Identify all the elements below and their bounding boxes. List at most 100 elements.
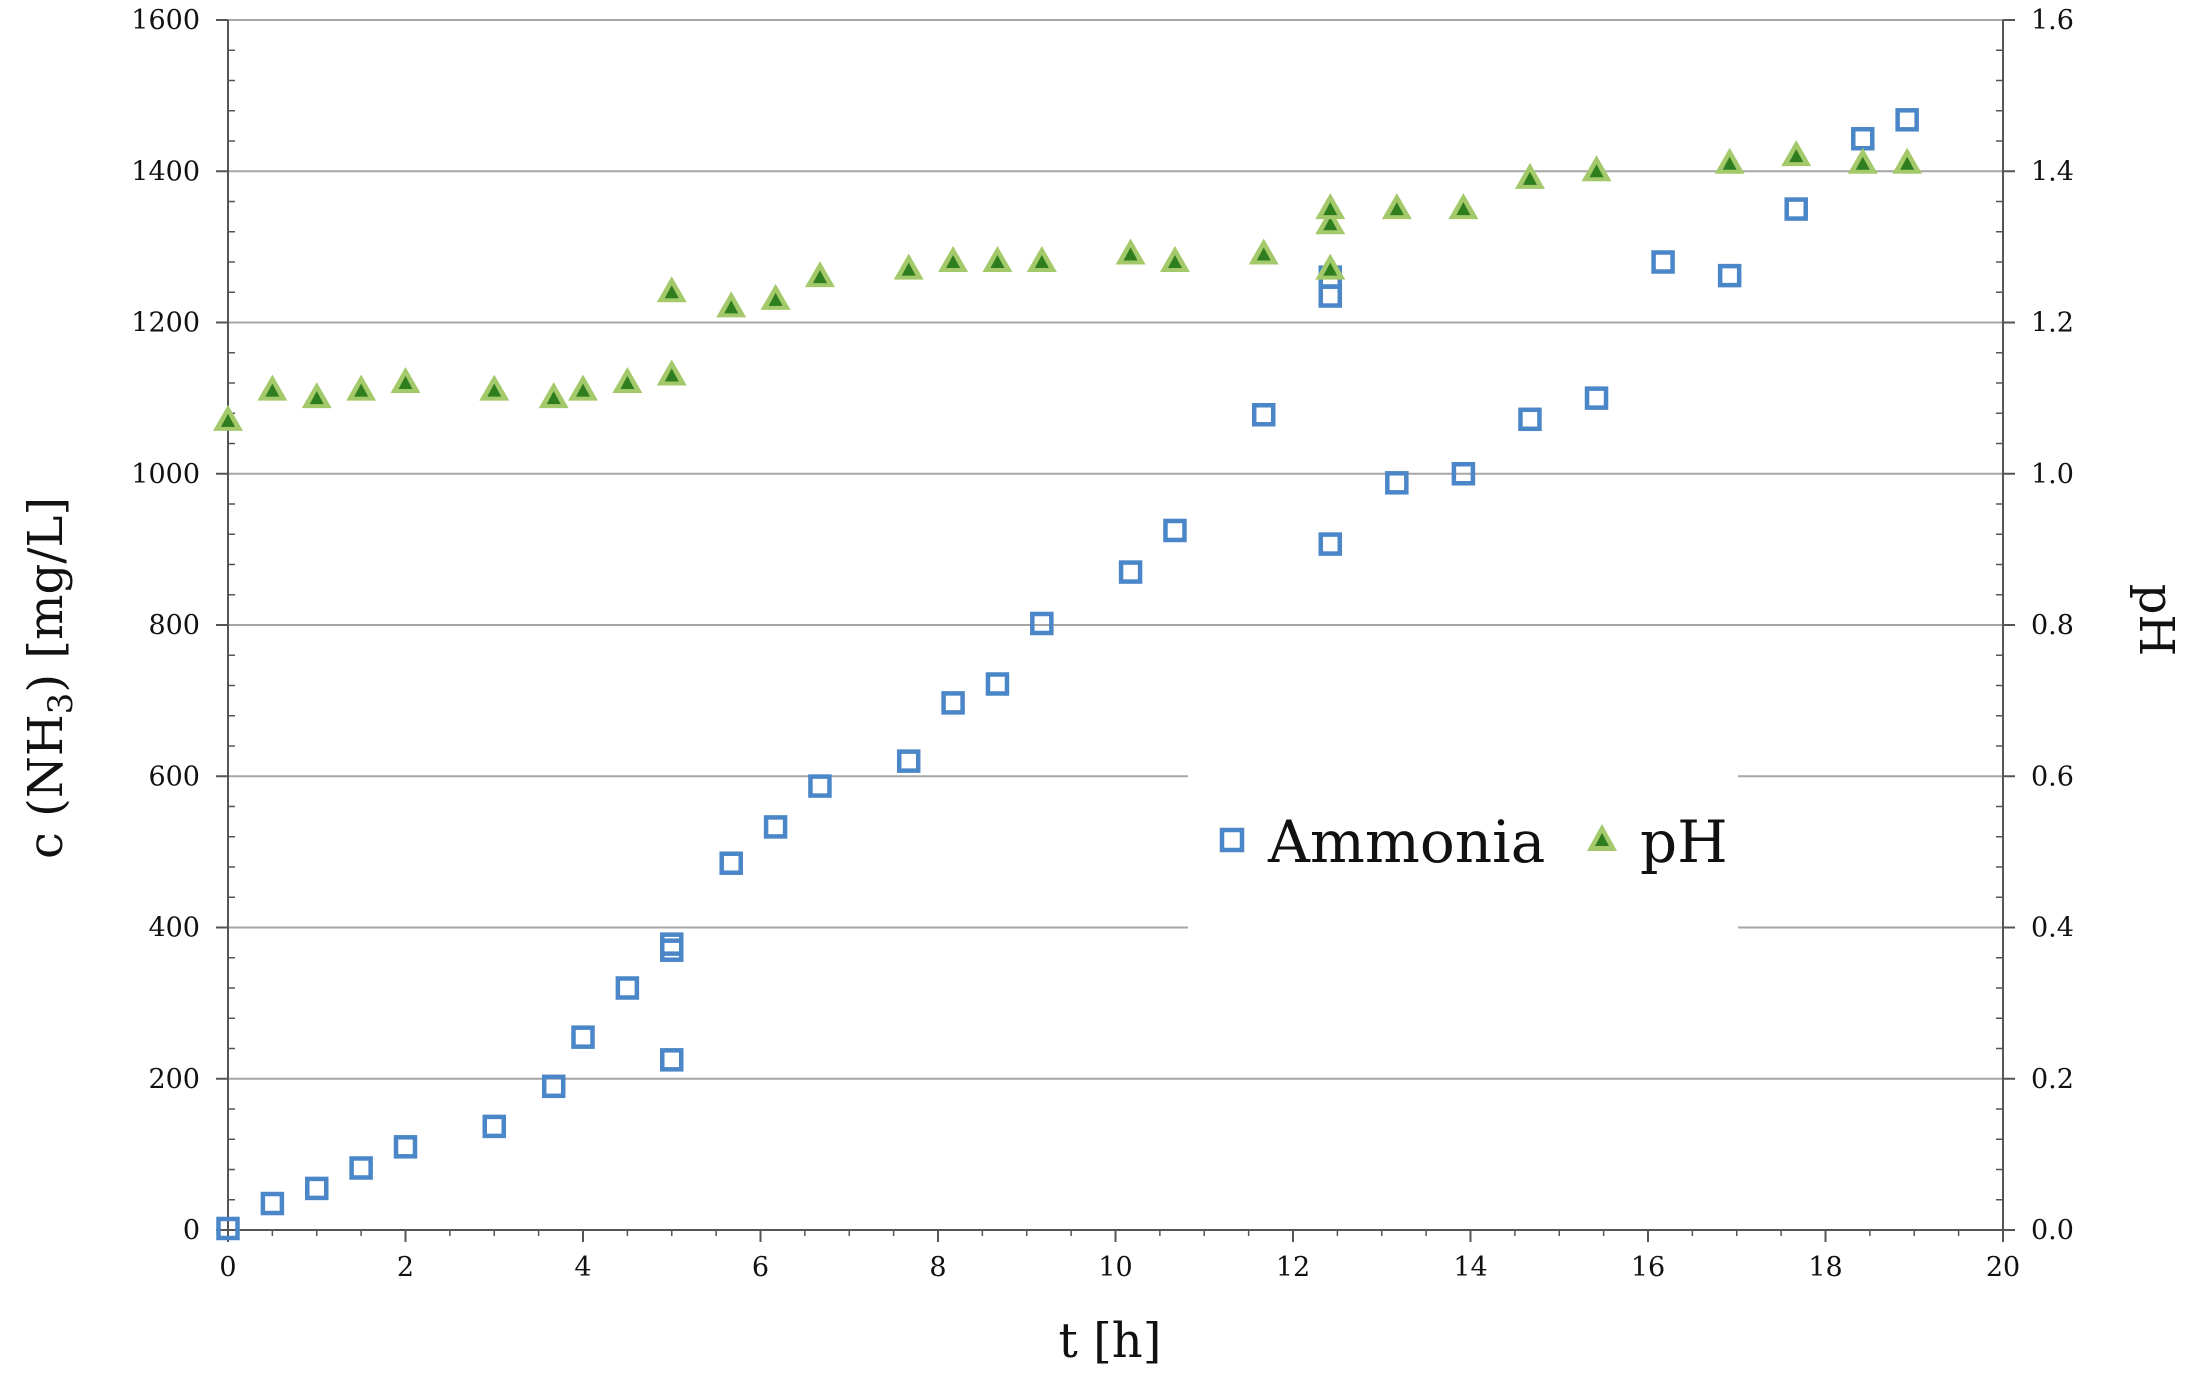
ph-point-inner: [724, 300, 739, 314]
legend-ph-marker-inner: [1595, 833, 1609, 846]
ph-point-inner: [901, 262, 916, 276]
x-tick-label: 8: [929, 1252, 946, 1283]
tick-marks: [216, 19, 2015, 1242]
left-tick-label: 1200: [131, 308, 200, 339]
ammonia-point: [660, 932, 684, 956]
x-tick-label: 12: [1276, 1252, 1310, 1283]
ph-point-inner: [1456, 202, 1471, 216]
right-tick-label: 0.0: [2031, 1215, 2074, 1246]
ph-point-inner: [1722, 156, 1737, 170]
left-tick-label: 0: [183, 1215, 200, 1246]
ammonia-point: [660, 1048, 684, 1072]
ammonia-point: [719, 851, 743, 875]
x-tick-label: 20: [1986, 1252, 2020, 1283]
ammonia-point: [1651, 250, 1675, 274]
ph-point-inner: [990, 255, 1005, 268]
ph-point-inner: [1589, 164, 1604, 178]
ammonia-point: [1118, 560, 1143, 584]
ammonia-point: [985, 672, 1010, 696]
left-tick-label: 400: [148, 913, 200, 944]
ph-point-inner: [546, 391, 561, 405]
right-tick-label: 0.8: [2031, 610, 2074, 641]
legend: Ammonia pH: [1188, 740, 1738, 945]
ammonia-point: [941, 691, 965, 715]
ammonia-point: [896, 749, 921, 773]
x-tick-label: 2: [397, 1252, 414, 1283]
ph-series: [213, 140, 1923, 431]
ammonia-point: [1451, 462, 1476, 486]
x-axis-title: t [h]: [1059, 1313, 1162, 1369]
left-tick-label: 200: [148, 1064, 200, 1095]
right-tick-label: 1.4: [2031, 156, 2074, 187]
tick-labels: 0 2 4 6 8 10 12 14 16 18 2002004006008001000120014…: [131, 5, 2074, 1283]
ph-point-inner: [487, 383, 502, 397]
ph-point-inner: [812, 270, 827, 284]
ph-point-inner: [1323, 202, 1338, 216]
ph-point-inner: [1522, 171, 1537, 185]
left-axis-title-suffix: ) [mg/L]: [18, 497, 74, 693]
ammonia-point: [1030, 611, 1054, 636]
ph-point-inner: [664, 285, 679, 299]
ammonia-point: [541, 1074, 566, 1099]
ammonia-point: [1385, 471, 1409, 495]
legend-background: [1188, 740, 1738, 945]
right-tick-label: 0.2: [2031, 1064, 2074, 1095]
left-tick-label: 1000: [131, 459, 200, 490]
ph-point-inner: [1323, 262, 1338, 276]
left-tick-label: 800: [148, 610, 200, 641]
left-tick-label: 600: [148, 761, 200, 792]
x-tick-label: 14: [1453, 1252, 1487, 1283]
ammonia-point: [571, 1025, 595, 1049]
ammonia-point: [305, 1176, 329, 1201]
ammonia-point: [1717, 263, 1742, 288]
ph-point-inner: [354, 383, 369, 397]
x-tick-label: 0: [219, 1252, 236, 1283]
ph-point-inner: [309, 391, 324, 405]
right-tick-label: 1.6: [2031, 5, 2074, 36]
ph-point-inner: [768, 292, 783, 306]
legend-ph-label: pH: [1640, 808, 1728, 876]
ammonia-point: [660, 938, 684, 962]
ph-point-inner: [1389, 202, 1404, 216]
ammonia-point: [1851, 126, 1875, 151]
ph-point-inner: [1167, 255, 1182, 268]
legend-ammonia-label: Ammonia: [1267, 808, 1545, 876]
left-axis-title-subscript: 3: [41, 693, 81, 715]
ph-point-inner: [1123, 247, 1138, 261]
ammonia-series: [216, 108, 1919, 1241]
ph-point-inner: [664, 368, 679, 382]
ph-point-inner: [398, 376, 413, 389]
right-axis-title: pH: [2128, 584, 2184, 657]
ph-point-inner: [1034, 255, 1049, 268]
right-tick-label: 1.2: [2031, 308, 2074, 339]
left-tick-label: 1400: [131, 156, 200, 187]
ammonia-point: [1584, 386, 1609, 410]
right-tick-label: 1.0: [2031, 459, 2074, 490]
ammonia-point: [1895, 108, 1919, 132]
ammonia-point: [1784, 197, 1808, 221]
ph-point-inner: [1855, 156, 1870, 170]
ph-point-inner: [1900, 156, 1915, 170]
x-tick-label: 6: [752, 1252, 769, 1283]
ph-point-inner: [1256, 247, 1271, 261]
ammonia-point: [349, 1156, 373, 1180]
ammonia-point: [1318, 284, 1343, 308]
ph-point-inner: [221, 413, 235, 427]
left-tick-label: 1600: [131, 5, 200, 36]
ammonia-point: [808, 774, 832, 798]
x-tick-label: 16: [1631, 1252, 1665, 1283]
ammonia-point: [763, 815, 788, 839]
x-tick-label: 4: [574, 1252, 591, 1283]
ph-point-inner: [576, 383, 590, 397]
ammonia-point: [615, 976, 640, 1000]
ammonia-point: [260, 1191, 285, 1216]
grid-lines: [228, 19, 2003, 1080]
ammonia-point: [1318, 532, 1343, 556]
ph-point-inner: [620, 376, 635, 389]
ph-point-inner: [946, 255, 961, 268]
ammonia-point: [216, 1216, 240, 1241]
ammonia-point: [482, 1114, 506, 1139]
ammonia-point: [1163, 518, 1187, 543]
legend-ammonia-marker: [1219, 827, 1245, 853]
